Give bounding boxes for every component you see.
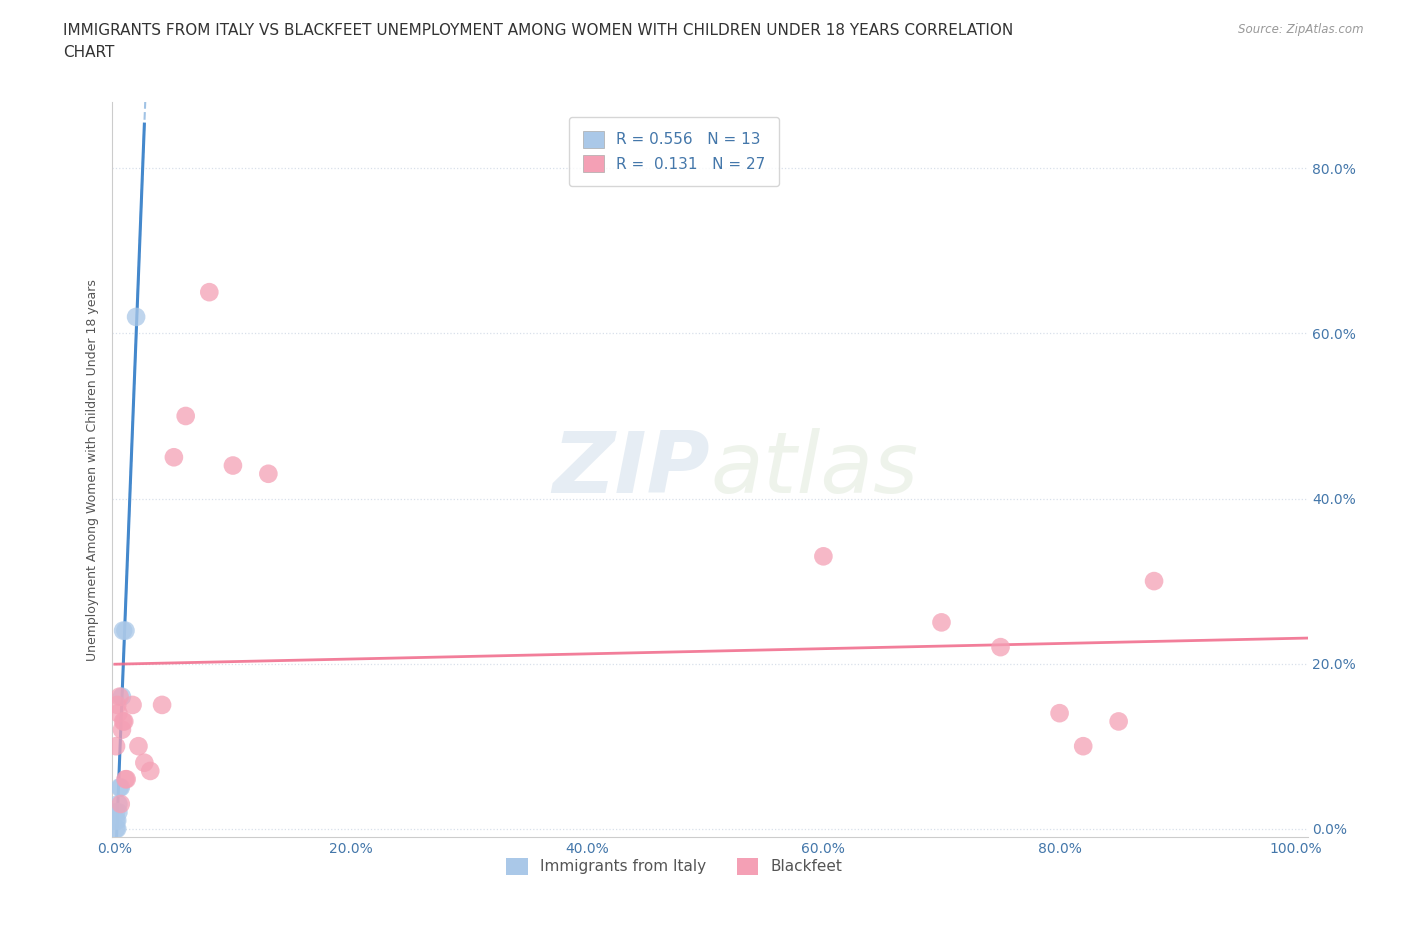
Point	[107, 804, 129, 819]
Point	[139, 764, 162, 778]
Point	[990, 640, 1012, 655]
Text: CHART: CHART	[63, 45, 115, 60]
Point	[107, 706, 129, 721]
Point	[108, 780, 131, 795]
Point	[107, 796, 129, 811]
Point	[110, 780, 132, 795]
Point	[174, 408, 197, 423]
Point	[111, 723, 134, 737]
Point	[105, 813, 128, 828]
Text: ZIP: ZIP	[553, 428, 710, 512]
Point	[115, 772, 138, 787]
Point	[1108, 714, 1130, 729]
Text: atlas: atlas	[710, 428, 918, 512]
Point	[105, 821, 128, 836]
Point	[150, 698, 173, 712]
Point	[1049, 706, 1071, 721]
Point	[114, 772, 136, 787]
Point	[1071, 738, 1094, 753]
Point	[112, 623, 135, 638]
Point	[105, 813, 128, 828]
Point	[163, 450, 186, 465]
Point	[114, 623, 136, 638]
Point	[105, 698, 128, 712]
Point	[105, 804, 128, 819]
Point	[108, 689, 131, 704]
Point	[121, 698, 143, 712]
Point	[222, 458, 245, 473]
Point	[105, 821, 128, 836]
Point	[112, 714, 135, 729]
Y-axis label: Unemployment Among Women with Children Under 18 years: Unemployment Among Women with Children U…	[86, 279, 100, 660]
Point	[110, 796, 132, 811]
Point	[112, 714, 135, 729]
Point	[134, 755, 156, 770]
Point	[813, 549, 835, 564]
Text: IMMIGRANTS FROM ITALY VS BLACKFEET UNEMPLOYMENT AMONG WOMEN WITH CHILDREN UNDER : IMMIGRANTS FROM ITALY VS BLACKFEET UNEMP…	[63, 23, 1014, 38]
Point	[931, 615, 953, 630]
Point	[127, 738, 149, 753]
Point	[125, 310, 148, 325]
Text: Source: ZipAtlas.com: Source: ZipAtlas.com	[1239, 23, 1364, 36]
Point	[257, 466, 280, 481]
Legend: Immigrants from Italy, Blackfeet: Immigrants from Italy, Blackfeet	[501, 852, 848, 881]
Point	[105, 738, 128, 753]
Point	[1143, 574, 1166, 589]
Point	[198, 285, 221, 299]
Point	[111, 689, 134, 704]
